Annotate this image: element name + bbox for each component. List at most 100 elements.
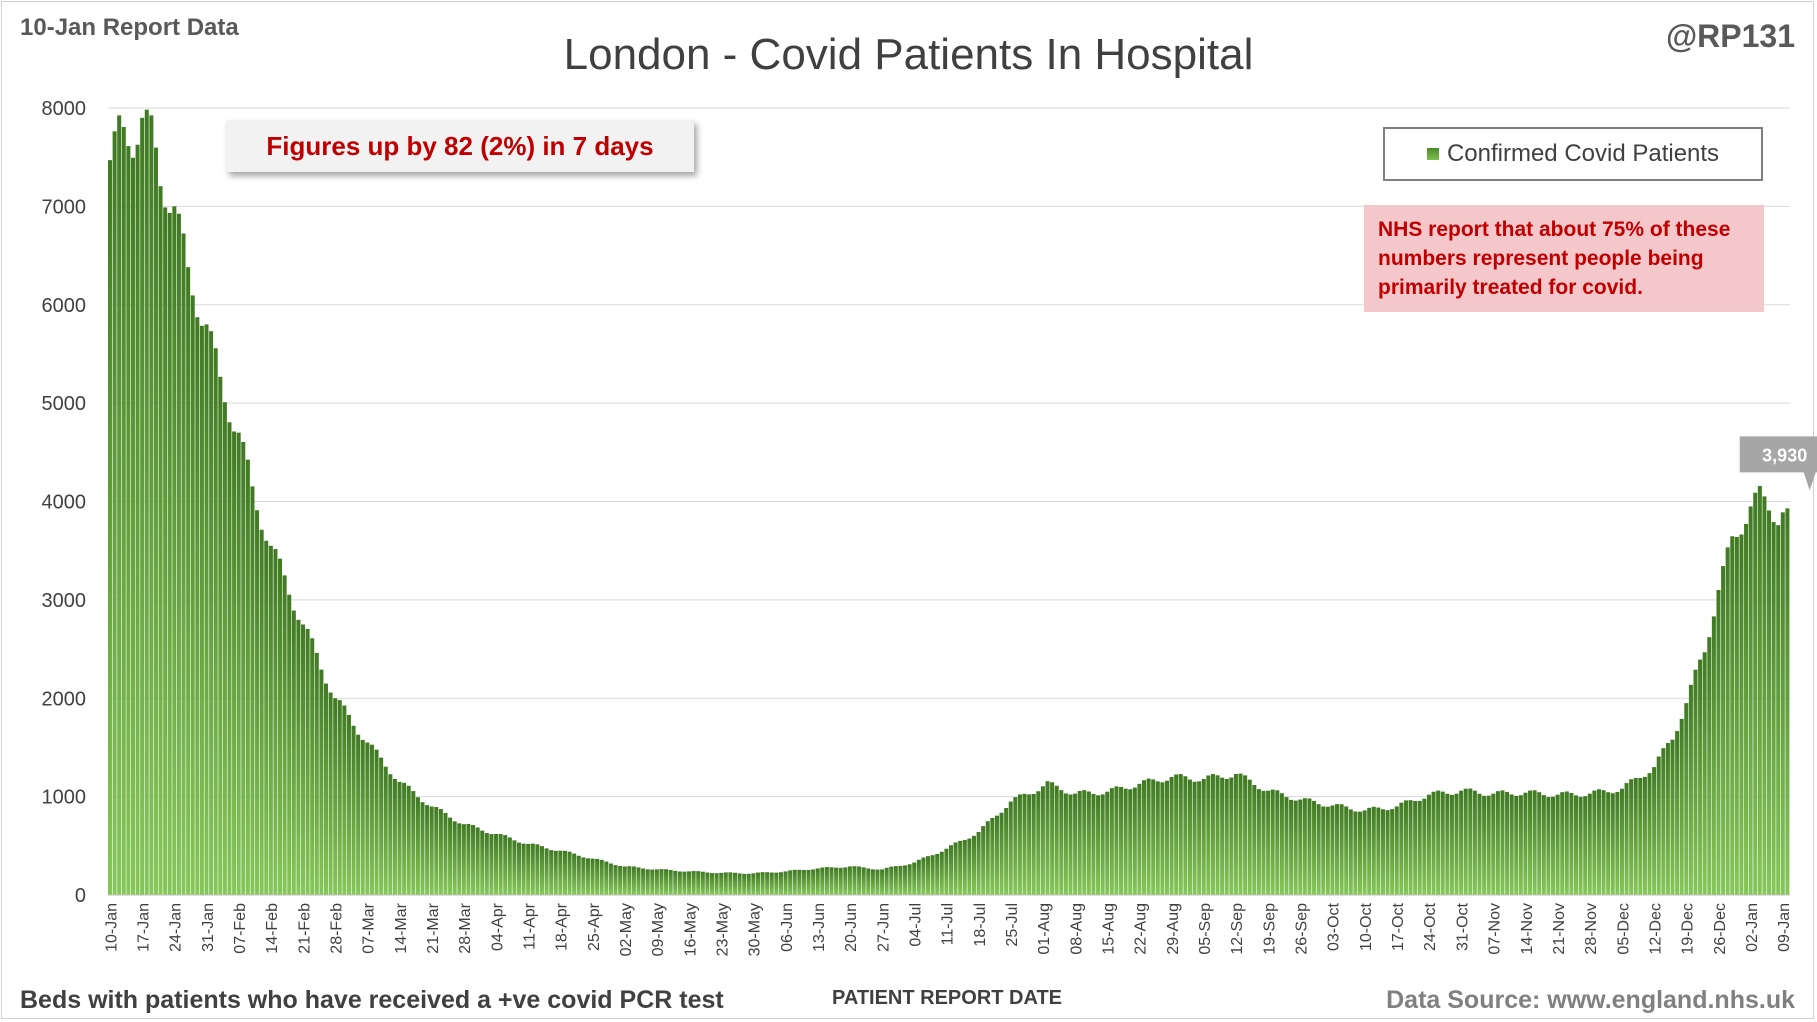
bar [1422,798,1427,895]
bar [176,213,181,896]
bar [471,824,476,895]
bar [590,858,595,895]
bar [1142,780,1147,895]
bar [1344,806,1349,895]
bar [981,826,986,895]
bar [1734,536,1739,895]
bar [475,827,480,895]
bar [397,781,402,895]
bar [742,873,747,895]
bar [1321,806,1326,895]
bar [1472,790,1477,895]
bar [1279,793,1284,895]
x-tick-label: 21-Nov [1551,903,1568,955]
bar [921,857,926,895]
bar [153,147,158,895]
x-tick-label: 05-Dec [1615,903,1632,955]
bar [1725,547,1730,895]
bar [305,628,310,895]
bar [310,638,315,895]
bar [907,864,912,895]
x-tick-label: 14-Feb [264,903,281,954]
bar [429,806,434,895]
x-tick-label: 31-Jan [200,903,217,952]
y-tick-label: 1000 [42,787,87,809]
bar [498,834,503,895]
bar [365,742,370,895]
bar [1449,794,1454,895]
bar [1137,783,1142,895]
bar [232,431,237,895]
bar [245,459,250,895]
bar [314,652,319,895]
bar [333,698,338,895]
bar [1132,787,1137,895]
bar [296,619,301,895]
x-tick-label: 26-Sep [1294,903,1311,955]
bar [829,867,834,895]
x-tick-label: 02-May [618,903,635,956]
x-tick-label: 09-May [650,903,667,956]
bar [1284,797,1289,895]
bar [1744,523,1749,895]
bar [1569,792,1574,895]
bar [1146,778,1151,895]
bar [1762,496,1767,895]
x-tick-label: 11-Jul [940,903,957,945]
bar [1008,801,1013,895]
bar [1385,810,1390,895]
bar [572,853,577,895]
x-tick-label: 07-Nov [1487,903,1504,955]
bar [1702,652,1707,895]
chart-title: London - Covid Patients In Hospital [563,30,1254,79]
bar [1642,776,1647,895]
x-tick-label: 28-Feb [329,903,346,954]
bar [507,837,512,895]
y-tick-label: 7000 [42,196,87,218]
bar [480,830,485,895]
bar [259,529,264,895]
bar [1371,806,1376,895]
bar [1477,793,1482,895]
x-tick-label: 20-Jun [843,903,860,952]
bar [1270,789,1275,895]
bar [388,774,393,895]
bar [613,865,618,895]
bar [1164,780,1169,895]
bar [622,866,627,895]
bar [760,872,765,895]
bar [1551,796,1556,895]
bar [1050,782,1055,895]
bar [484,833,489,895]
bar [1454,793,1459,895]
bar [912,862,917,895]
x-tick-label: 21-Feb [296,903,313,954]
bar [1688,684,1693,895]
bar [452,821,457,895]
bar [1670,739,1675,895]
bar [710,873,715,895]
bar [930,855,935,895]
x-tick-label: 31-Oct [1454,902,1471,951]
bar [1335,804,1340,895]
bar [1753,492,1758,895]
author-handle: @RP131 [1665,18,1795,54]
y-axis: 0 1000 2000 3000 4000 5000 6000 7000 8000 [42,98,87,907]
x-tick-label: 29-Aug [1165,903,1182,955]
bar [1583,796,1588,895]
bar [1312,800,1317,895]
bar [448,817,453,895]
bar [1036,791,1041,895]
bar [668,869,673,895]
bar [567,851,572,895]
bar [659,869,664,895]
x-tick-label: 04-Apr [489,902,506,951]
bar [1073,793,1078,895]
bar [1408,800,1413,895]
bar [857,866,862,895]
bar [1109,788,1114,895]
x-axis: 10-Jan 17-Jan 24-Jan 31-Jan 07-Feb 14-Feb 21-F… [103,894,1793,956]
bar [489,834,494,895]
bar [402,782,407,895]
